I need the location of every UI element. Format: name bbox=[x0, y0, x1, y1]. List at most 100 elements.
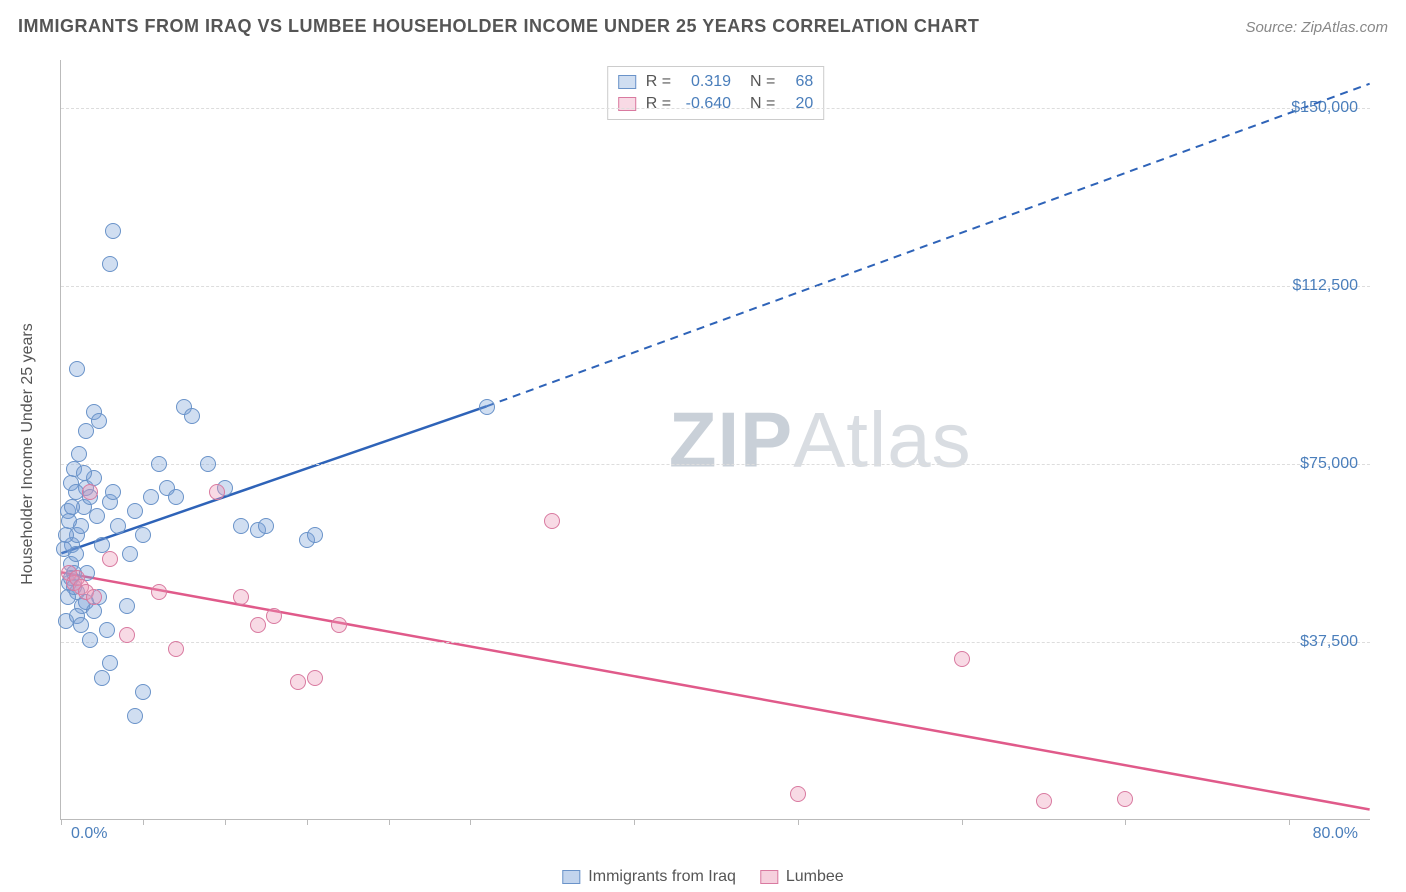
scatter-plot: ZIPAtlas R = 0.319 N = 68 R = -0.640 N = 20 0… bbox=[60, 60, 1370, 820]
source-attribution: Source: ZipAtlas.com bbox=[1245, 19, 1388, 36]
scatter-point bbox=[71, 446, 87, 462]
scatter-point bbox=[105, 484, 121, 500]
scatter-point bbox=[73, 617, 89, 633]
legend-swatch bbox=[760, 870, 778, 884]
scatter-point bbox=[954, 651, 970, 667]
y-tick-label: $37,500 bbox=[1300, 633, 1358, 651]
scatter-point bbox=[151, 456, 167, 472]
scatter-point bbox=[233, 518, 249, 534]
scatter-point bbox=[99, 622, 115, 638]
chart-header: IMMIGRANTS FROM IRAQ VS LUMBEE HOUSEHOLD… bbox=[18, 16, 1388, 37]
y-tick-label: $75,000 bbox=[1300, 455, 1358, 473]
scatter-point bbox=[168, 641, 184, 657]
chart-title: IMMIGRANTS FROM IRAQ VS LUMBEE HOUSEHOLD… bbox=[18, 16, 979, 37]
scatter-point bbox=[127, 708, 143, 724]
chart-area: Householder Income Under 25 years ZIPAtl… bbox=[50, 50, 1380, 840]
scatter-point bbox=[790, 786, 806, 802]
scatter-point bbox=[69, 361, 85, 377]
x-tick bbox=[61, 819, 62, 825]
scatter-point bbox=[122, 546, 138, 562]
legend-swatch bbox=[618, 97, 636, 111]
trendline-solid bbox=[61, 572, 1369, 809]
scatter-point bbox=[307, 670, 323, 686]
scatter-point bbox=[479, 399, 495, 415]
scatter-point bbox=[135, 527, 151, 543]
gridline bbox=[61, 108, 1370, 109]
watermark-atlas: Atlas bbox=[793, 395, 971, 483]
x-tick bbox=[143, 819, 144, 825]
x-tick bbox=[389, 819, 390, 825]
scatter-point bbox=[102, 655, 118, 671]
scatter-point bbox=[86, 589, 102, 605]
scatter-point bbox=[82, 632, 98, 648]
stats-r-value: 0.319 bbox=[681, 71, 731, 93]
scatter-point bbox=[76, 465, 92, 481]
scatter-point bbox=[64, 499, 80, 515]
scatter-point bbox=[1117, 791, 1133, 807]
scatter-point bbox=[266, 608, 282, 624]
x-axis-min-label: 0.0% bbox=[71, 825, 107, 843]
trendlines-svg bbox=[61, 60, 1370, 819]
stats-r-label: R = bbox=[646, 71, 671, 93]
bottom-legend-item: Immigrants from Iraq bbox=[562, 868, 736, 886]
stats-legend-row: R = -0.640 N = 20 bbox=[618, 93, 814, 115]
x-tick bbox=[307, 819, 308, 825]
scatter-point bbox=[1036, 793, 1052, 809]
scatter-point bbox=[184, 408, 200, 424]
x-tick bbox=[1289, 819, 1290, 825]
gridline bbox=[61, 464, 1370, 465]
watermark-zip: ZIP bbox=[669, 395, 793, 483]
stats-n-label: N = bbox=[741, 93, 775, 115]
scatter-point bbox=[151, 584, 167, 600]
scatter-point bbox=[168, 489, 184, 505]
legend-swatch bbox=[618, 75, 636, 89]
scatter-point bbox=[102, 551, 118, 567]
scatter-point bbox=[82, 484, 98, 500]
scatter-point bbox=[307, 527, 323, 543]
stats-n-value: 20 bbox=[785, 93, 813, 115]
scatter-point bbox=[110, 518, 126, 534]
x-tick bbox=[470, 819, 471, 825]
watermark: ZIPAtlas bbox=[669, 394, 972, 485]
stats-r-label: R = bbox=[646, 93, 671, 115]
gridline bbox=[61, 286, 1370, 287]
scatter-point bbox=[331, 617, 347, 633]
scatter-point bbox=[209, 484, 225, 500]
scatter-point bbox=[200, 456, 216, 472]
stats-n-value: 68 bbox=[785, 71, 813, 93]
scatter-point bbox=[56, 541, 72, 557]
stats-legend: R = 0.319 N = 68 R = -0.640 N = 20 bbox=[607, 66, 825, 120]
y-tick-label: $150,000 bbox=[1291, 99, 1358, 117]
stats-r-value: -0.640 bbox=[681, 93, 731, 115]
x-tick bbox=[634, 819, 635, 825]
scatter-point bbox=[544, 513, 560, 529]
scatter-point bbox=[258, 518, 274, 534]
trendline-dashed bbox=[487, 84, 1370, 407]
scatter-point bbox=[105, 223, 121, 239]
scatter-point bbox=[102, 256, 118, 272]
scatter-point bbox=[58, 527, 74, 543]
scatter-point bbox=[143, 489, 159, 505]
legend-label: Lumbee bbox=[786, 868, 844, 886]
x-tick bbox=[1125, 819, 1126, 825]
legend-label: Immigrants from Iraq bbox=[588, 868, 736, 886]
y-tick-label: $112,500 bbox=[1292, 277, 1358, 295]
legend-swatch bbox=[562, 870, 580, 884]
stats-n-label: N = bbox=[741, 71, 775, 93]
scatter-point bbox=[119, 627, 135, 643]
scatter-point bbox=[233, 589, 249, 605]
bottom-legend: Immigrants from Iraq Lumbee bbox=[562, 868, 843, 886]
scatter-point bbox=[135, 684, 151, 700]
scatter-point bbox=[91, 413, 107, 429]
x-tick bbox=[798, 819, 799, 825]
x-tick bbox=[225, 819, 226, 825]
scatter-point bbox=[61, 513, 77, 529]
y-axis-label: Householder Income Under 25 years bbox=[19, 323, 37, 584]
scatter-point bbox=[119, 598, 135, 614]
x-tick bbox=[962, 819, 963, 825]
scatter-point bbox=[94, 670, 110, 686]
x-axis-max-label: 80.0% bbox=[1313, 825, 1358, 843]
scatter-point bbox=[127, 503, 143, 519]
bottom-legend-item: Lumbee bbox=[760, 868, 844, 886]
scatter-point bbox=[250, 617, 266, 633]
